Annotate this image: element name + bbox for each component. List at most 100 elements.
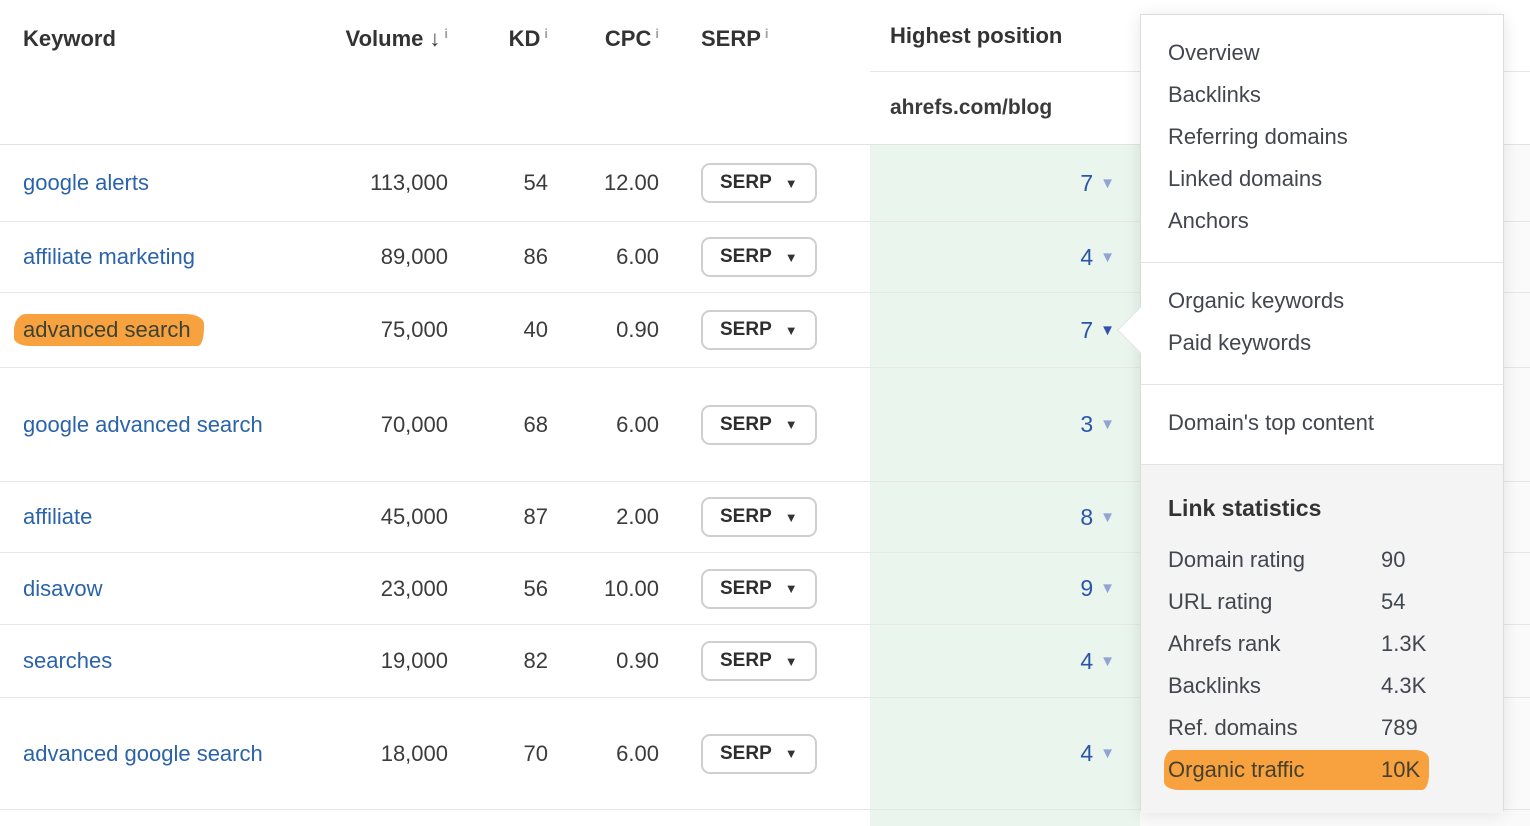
keyword-link[interactable]: google alerts [23, 170, 149, 195]
volume-cell: 18,000 [380, 740, 448, 766]
stat-label: Backlinks [1168, 673, 1261, 698]
serp-button-label: SERP [720, 246, 772, 267]
kd-cell: 82 [523, 648, 548, 673]
position-value: 7 [1080, 169, 1094, 196]
info-icon[interactable]: i [544, 26, 548, 41]
position-value: 8 [1080, 503, 1094, 530]
column-header-serp-label: SERP [701, 26, 761, 51]
caret-down-icon: ▼ [784, 509, 798, 525]
stat-row-backlinks: Backlinks 4.3K [1168, 665, 1476, 707]
keyword-link[interactable]: affiliate marketing [23, 244, 196, 269]
keyword-link[interactable]: searches [23, 648, 113, 673]
position-value: 4 [1080, 243, 1094, 270]
column-header-serp: SERP i [662, 0, 870, 144]
stat-label: Ahrefs rank [1168, 631, 1281, 656]
serp-button[interactable]: SERP ▼ [701, 310, 817, 350]
caret-down-icon: ▼ [784, 581, 798, 596]
volume-cell: 75,000 [380, 317, 448, 342]
menu-item-backlinks[interactable]: Backlinks [1168, 82, 1261, 107]
serp-button-label: SERP [720, 506, 772, 527]
kd-cell: 87 [523, 504, 548, 529]
cpc-cell: 6.00 [616, 740, 659, 766]
stat-row-domain-rating: Domain rating 90 [1168, 539, 1476, 581]
serp-button[interactable]: SERP ▼ [701, 497, 817, 537]
volume-cell: 19,000 [380, 648, 448, 673]
stat-label: Ref. domains [1168, 715, 1298, 740]
column-header-kd: KD i [450, 0, 550, 144]
serp-button[interactable]: SERP ▼ [701, 404, 817, 445]
menu-item-anchors[interactable]: Anchors [1168, 208, 1249, 233]
serp-button[interactable]: SERP ▼ [701, 733, 817, 774]
position-dropdown[interactable]: 3 ▼ [1080, 411, 1115, 438]
serp-button[interactable]: SERP ▼ [701, 163, 817, 203]
stat-row-organic-traffic: Organic traffic 10K [1164, 749, 1476, 791]
sort-desc-icon: ↓ [429, 26, 441, 51]
position-value: 4 [1080, 740, 1094, 766]
keyword-link[interactable]: google advanced search [23, 411, 263, 437]
kd-cell: 54 [523, 170, 548, 195]
serp-button-label: SERP [720, 319, 772, 340]
position-context-menu: Overview Backlinks Referring domains Lin… [1116, 14, 1504, 813]
kd-cell: 70 [523, 740, 548, 766]
menu-item-referring-domains[interactable]: Referring domains [1168, 124, 1348, 149]
caret-down-icon: ▼ [1100, 508, 1115, 526]
keyword-link[interactable]: disavow [23, 575, 103, 601]
stat-row-ahrefs-rank: Ahrefs rank 1.3K [1168, 623, 1476, 665]
cpc-cell: 6.00 [616, 244, 659, 269]
menu-item-paid-keywords[interactable]: Paid keywords [1168, 330, 1312, 355]
position-value: 3 [1080, 411, 1094, 437]
kd-cell: 40 [523, 317, 548, 342]
serp-button[interactable]: SERP ▼ [701, 641, 817, 681]
kd-cell: 56 [523, 575, 548, 601]
position-dropdown-open[interactable]: 7 ▼ [1080, 317, 1115, 344]
stat-value: 789 [1381, 715, 1418, 740]
menu-item-linked-domains[interactable]: Linked domains [1168, 166, 1323, 191]
serp-button-label: SERP [720, 650, 772, 671]
orange-highlight-marker: advanced search [14, 314, 204, 346]
stat-label: Organic traffic [1168, 757, 1305, 782]
stat-row-url-rating: URL rating 54 [1168, 581, 1476, 623]
stat-value: 1.3K [1381, 631, 1427, 656]
kd-cell: 68 [523, 411, 548, 437]
caret-down-icon: ▼ [1100, 321, 1115, 339]
column-header-volume-label: Volume [345, 26, 424, 51]
stat-value: 90 [1381, 547, 1406, 572]
position-dropdown[interactable]: 8 ▼ [1080, 504, 1115, 531]
info-icon[interactable]: i [764, 26, 769, 41]
caret-down-icon: ▼ [784, 322, 798, 338]
serp-button-label: SERP [720, 742, 772, 764]
menu-item-organic-keywords[interactable]: Organic keywords [1168, 288, 1345, 313]
info-icon[interactable]: i [444, 26, 448, 41]
column-header-volume[interactable]: Volume ↓ i [310, 0, 450, 144]
position-dropdown[interactable]: 7 ▼ [1080, 170, 1115, 197]
caret-down-icon: ▼ [1100, 248, 1115, 266]
keyword-link[interactable]: affiliate [23, 504, 93, 529]
cpc-cell: 12.00 [603, 170, 659, 195]
volume-cell: 45,000 [380, 504, 448, 529]
caret-down-icon: ▼ [784, 175, 798, 191]
stat-value: 10K [1381, 757, 1421, 782]
volume-cell: 70,000 [380, 411, 448, 437]
menu-divider [1141, 384, 1503, 385]
keyword-link[interactable]: advanced search [14, 312, 204, 348]
keyword-link[interactable]: advanced google search [23, 740, 263, 766]
menu-item-domains-top-content[interactable]: Domain's top content [1168, 410, 1374, 435]
serp-button[interactable]: SERP ▼ [701, 568, 817, 609]
orange-highlight-marker: Organic traffic 10K [1164, 750, 1430, 790]
cpc-cell: 0.90 [616, 317, 659, 342]
column-header-kd-label: KD [508, 26, 541, 51]
position-dropdown[interactable]: 4 ▼ [1080, 244, 1115, 271]
cpc-cell: 10.00 [603, 575, 659, 601]
position-value: 7 [1080, 316, 1094, 343]
caret-down-icon: ▼ [1100, 580, 1115, 597]
menu-item-overview[interactable]: Overview [1168, 40, 1260, 65]
serp-button-label: SERP [720, 413, 772, 435]
info-icon[interactable]: i [655, 26, 659, 41]
position-dropdown[interactable]: 9 ▼ [1080, 575, 1115, 602]
serp-button[interactable]: SERP ▼ [701, 237, 817, 277]
kd-cell: 86 [523, 244, 548, 269]
position-dropdown[interactable]: 4 ▼ [1080, 740, 1115, 767]
volume-cell: 89,000 [380, 244, 448, 269]
menu-divider [1141, 262, 1503, 263]
position-dropdown[interactable]: 4 ▼ [1080, 648, 1115, 675]
